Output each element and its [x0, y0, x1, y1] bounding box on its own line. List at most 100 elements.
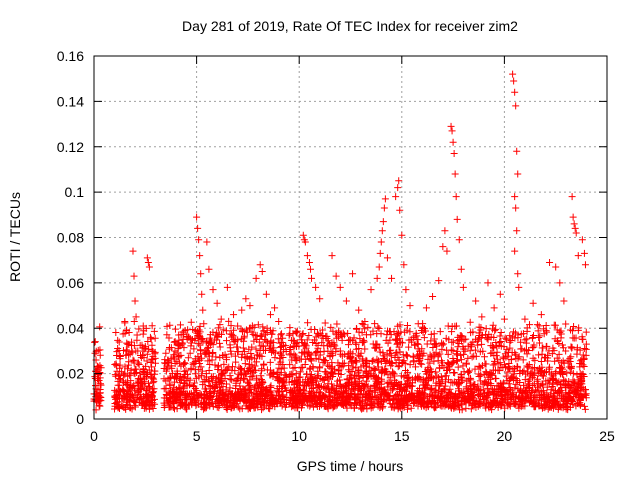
data-point: [551, 321, 559, 329]
data-point: [356, 335, 364, 343]
data-point: [376, 392, 384, 400]
data-point: [333, 387, 341, 395]
data-point: [133, 379, 141, 387]
data-point: [127, 366, 135, 374]
data-point: [534, 375, 542, 383]
data-point: [374, 323, 382, 331]
data-point: [126, 350, 134, 358]
data-point: [524, 393, 532, 401]
data-point: [372, 373, 380, 381]
data-point: [438, 376, 446, 384]
data-point: [149, 399, 157, 407]
data-point: [257, 387, 265, 395]
data-point: [449, 138, 457, 146]
data-point: [308, 387, 316, 395]
data-point: [180, 373, 188, 381]
data-point: [341, 383, 349, 391]
data-point: [267, 371, 275, 379]
data-point: [299, 363, 307, 371]
data-point: [311, 349, 319, 357]
data-point: [127, 391, 135, 399]
data-point: [390, 382, 398, 390]
data-point: [127, 377, 135, 385]
data-point: [380, 386, 388, 394]
data-point: [187, 364, 195, 372]
data-point: [305, 258, 313, 266]
data-point: [216, 321, 224, 329]
data-point: [247, 349, 255, 357]
data-point: [142, 398, 150, 406]
data-point: [95, 377, 103, 385]
data-point: [164, 359, 172, 367]
data-point: [368, 357, 376, 365]
data-point: [218, 330, 226, 338]
data-point: [289, 387, 297, 395]
data-point: [207, 339, 215, 347]
data-point: [448, 127, 456, 135]
data-point: [130, 342, 138, 350]
data-point: [453, 322, 461, 330]
data-point: [260, 346, 268, 354]
data-point: [328, 386, 336, 394]
data-point: [359, 321, 367, 329]
data-point: [140, 392, 148, 400]
data-point: [145, 263, 153, 271]
data-point: [123, 378, 131, 386]
data-point: [360, 383, 368, 391]
data-point: [253, 331, 261, 339]
data-point: [240, 332, 248, 340]
data-point: [478, 340, 486, 348]
data-point: [298, 349, 306, 357]
data-point: [122, 379, 130, 387]
data-point: [342, 394, 350, 402]
data-point: [404, 378, 412, 386]
data-point: [377, 397, 385, 405]
data-point: [543, 342, 551, 350]
data-point: [496, 339, 504, 347]
data-point: [133, 336, 141, 344]
data-point: [143, 254, 151, 262]
data-point: [130, 317, 138, 325]
data-point: [506, 332, 514, 340]
data-point: [248, 353, 256, 361]
data-point: [367, 367, 375, 375]
data-point: [146, 333, 154, 341]
data-point: [388, 386, 396, 394]
data-point: [396, 385, 404, 393]
data-point: [190, 379, 198, 387]
data-point: [428, 392, 436, 400]
data-point: [493, 398, 501, 406]
data-point: [197, 363, 205, 371]
data-point: [285, 378, 293, 386]
data-point: [437, 393, 445, 401]
data-point: [185, 401, 193, 409]
data-point: [328, 363, 336, 371]
data-point: [512, 204, 520, 212]
data-point: [297, 336, 305, 344]
data-point: [414, 336, 422, 344]
data-point: [231, 391, 239, 399]
data-point: [459, 283, 467, 291]
data-point: [345, 366, 353, 374]
data-point: [239, 374, 247, 382]
data-point: [344, 329, 352, 337]
data-point: [94, 386, 102, 394]
data-point: [166, 403, 174, 411]
data-point: [521, 315, 529, 323]
data-point: [466, 367, 474, 375]
data-point: [533, 396, 541, 404]
data-point: [457, 265, 465, 273]
data-point: [541, 395, 549, 403]
data-point: [403, 352, 411, 360]
data-point: [432, 340, 440, 348]
data-point: [216, 339, 224, 347]
data-point: [414, 345, 422, 353]
data-point: [257, 367, 265, 375]
data-point: [360, 338, 368, 346]
data-point: [512, 351, 520, 359]
data-point: [429, 292, 437, 300]
data-point: [454, 337, 462, 345]
data-point: [489, 390, 497, 398]
data-point: [188, 395, 196, 403]
data-point: [293, 399, 301, 407]
